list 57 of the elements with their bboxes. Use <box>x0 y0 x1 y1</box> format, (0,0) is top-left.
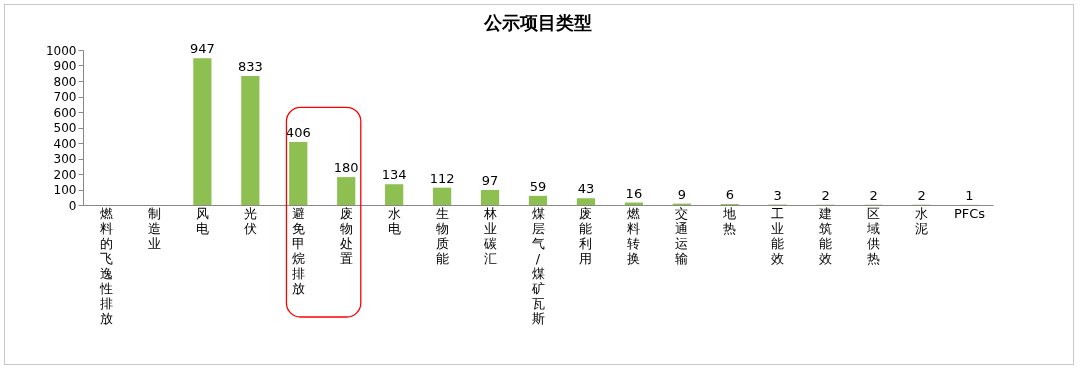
data-label: 833 <box>237 58 263 74</box>
data-label: 1 <box>965 187 974 203</box>
data-label: 134 <box>381 167 407 183</box>
data-label: 406 <box>285 125 311 141</box>
data-label: 9 <box>677 186 686 202</box>
data-label: 3 <box>773 187 782 203</box>
data-label: 2 <box>917 187 926 203</box>
bar <box>433 187 452 205</box>
x-tick-label: 建筑能效 <box>818 205 833 266</box>
bar <box>289 142 308 205</box>
x-tick-label: 煤层气/煤矿瓦斯 <box>530 205 545 326</box>
x-tick-label: 风电 <box>195 205 209 236</box>
bar <box>480 189 500 205</box>
x-tick-label: 燃料的飞逸性排放 <box>98 205 113 326</box>
x-tick-label: 水电 <box>387 205 401 236</box>
x-tick-label: 避免甲烷排放 <box>291 205 305 296</box>
y-tick-label: 300 <box>53 152 77 166</box>
x-tick-label: 区域供热 <box>866 205 881 266</box>
x-tick-label: 生物质能 <box>435 205 449 266</box>
x-tick-label: 废物处置 <box>339 205 353 266</box>
data-label: 59 <box>529 178 547 194</box>
data-label: 2 <box>821 187 830 203</box>
x-tick-label: 交通运输 <box>675 205 689 266</box>
x-tick-label: 水泥 <box>915 205 929 236</box>
x-tick-label: 制造业 <box>147 205 161 251</box>
bar <box>193 58 212 205</box>
data-label: 43 <box>577 181 595 197</box>
x-tick-label: 燃料转换 <box>627 205 641 266</box>
y-tick-label: 700 <box>53 90 77 104</box>
chart-title: 公示项目类型 <box>483 12 592 34</box>
data-label: 180 <box>333 160 359 176</box>
x-tick-label: PFCs <box>953 205 986 221</box>
data-label: 97 <box>481 172 499 188</box>
y-tick-label: 500 <box>53 121 77 135</box>
data-label: 6 <box>725 187 734 203</box>
y-tick-label: 100 <box>53 183 77 197</box>
y-tick-label: 600 <box>53 105 77 120</box>
bar <box>385 184 404 205</box>
data-label: 947 <box>189 41 215 57</box>
y-tick-label: 900 <box>53 59 77 73</box>
bar <box>576 198 596 205</box>
x-tick-label: 光伏 <box>243 205 257 236</box>
bar <box>528 195 548 205</box>
y-tick-label: 400 <box>53 136 77 151</box>
y-tick-label: 1000 <box>45 43 77 58</box>
bar <box>337 177 356 205</box>
data-label: 16 <box>625 185 643 201</box>
x-tick-label: 废能利用 <box>579 205 593 266</box>
y-tick-label: 800 <box>53 74 77 89</box>
bar <box>241 75 260 205</box>
x-tick-label: 地热 <box>722 205 737 236</box>
data-label: 112 <box>429 170 455 186</box>
x-tick-label: 林业碳汇 <box>482 205 497 266</box>
data-label: 2 <box>869 187 878 203</box>
x-tick-label: 工业能效 <box>771 205 785 266</box>
y-tick-label: 200 <box>53 167 77 182</box>
y-tick-label: 0 <box>68 198 77 213</box>
